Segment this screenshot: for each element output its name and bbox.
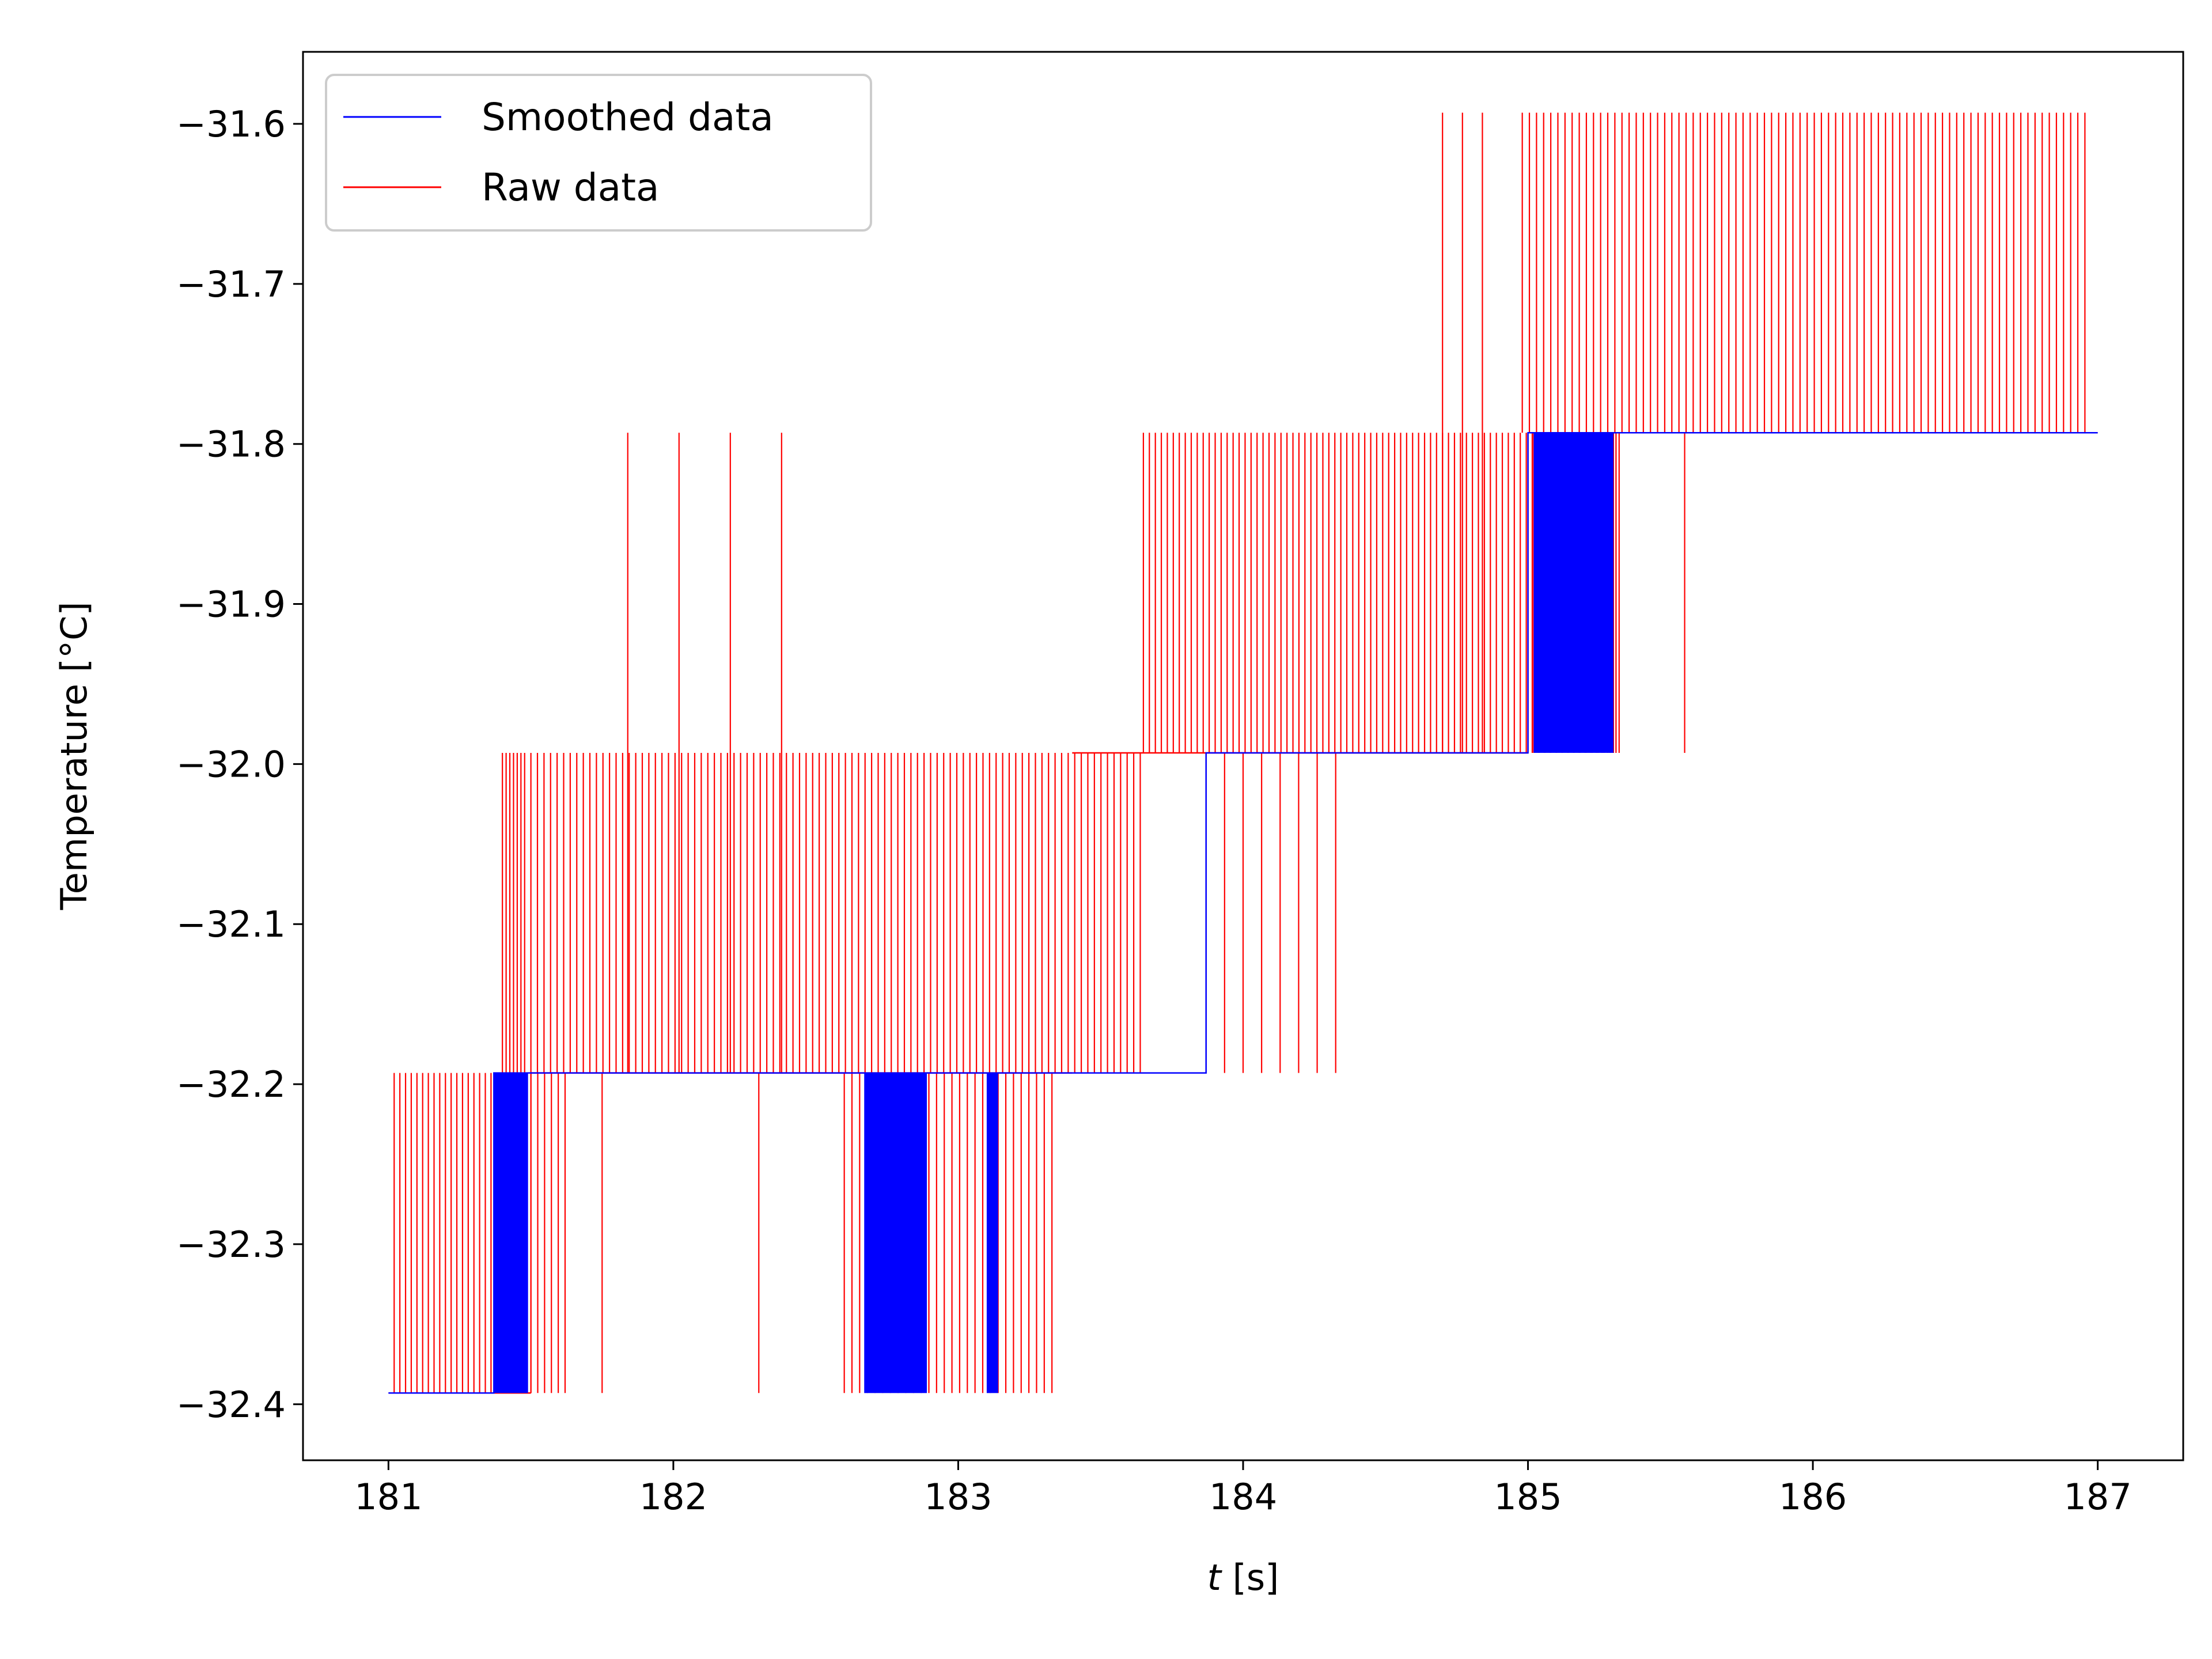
x-tick-label: 185 xyxy=(1494,1476,1562,1518)
y-tick-label: −32.2 xyxy=(176,1063,286,1105)
y-tick-label: −32.3 xyxy=(176,1224,286,1266)
y-axis: −32.4 −32.3 −32.2 −32.1 −32.0 −31.9 −31.8 −31.7… xyxy=(176,103,303,1426)
y-tick-label: −32.4 xyxy=(176,1384,286,1426)
x-tick-label: 183 xyxy=(924,1476,992,1518)
x-tick-label: 186 xyxy=(1779,1476,1847,1518)
smoothed-data-oscillation xyxy=(1533,433,1613,753)
y-tick-label: −32.1 xyxy=(176,903,286,945)
legend-label-smoothed: Smoothed data xyxy=(482,95,774,139)
legend-label-raw: Raw data xyxy=(482,165,659,210)
legend-box xyxy=(325,74,872,232)
smoothed-data-oscillation xyxy=(864,1073,927,1393)
smoothed-data-oscillation xyxy=(986,1073,998,1393)
y-tick-label: −31.9 xyxy=(176,584,286,626)
x-tick-label: 187 xyxy=(2063,1476,2131,1518)
x-axis: 181 182 183 184 185 186 187 xyxy=(354,1460,2132,1518)
y-axis-label: Temperature [°C] xyxy=(53,601,95,910)
x-tick-label: 181 xyxy=(354,1476,422,1518)
legend: Smoothed data Raw data xyxy=(325,74,872,232)
x-tick-label: 184 xyxy=(1209,1476,1277,1518)
y-tick-label: −32.0 xyxy=(176,743,286,785)
x-axis-label: t [s] xyxy=(1207,1556,1279,1599)
smoothed-data-series xyxy=(388,432,2098,1394)
x-tick-label: 182 xyxy=(639,1476,707,1518)
smoothed-data-oscillation xyxy=(494,1073,528,1393)
y-tick-label: −31.7 xyxy=(176,263,286,305)
y-tick-label: −31.6 xyxy=(176,103,286,145)
y-tick-label: −31.8 xyxy=(176,423,286,465)
